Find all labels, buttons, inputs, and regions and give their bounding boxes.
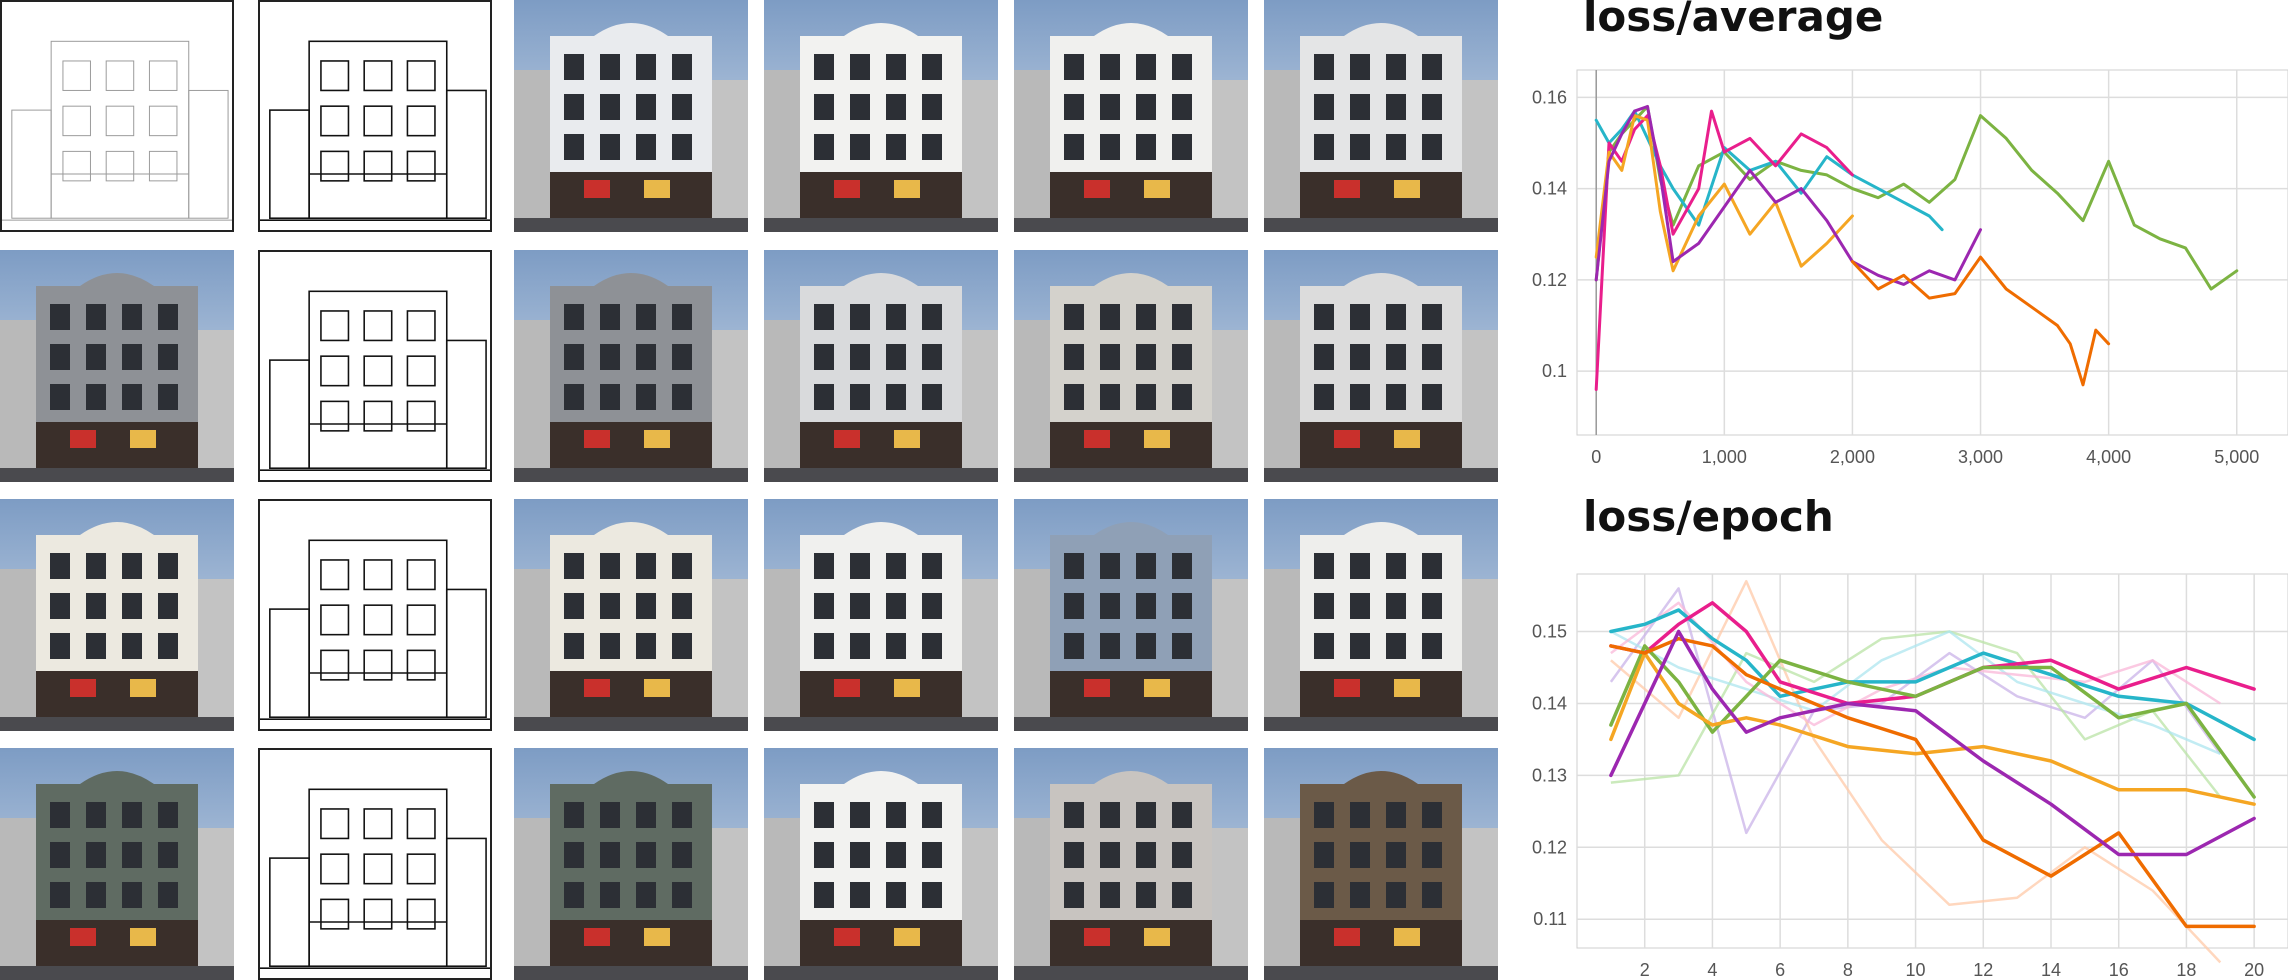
building-photo: [514, 250, 748, 482]
faded-series-line: [1610, 601, 2221, 727]
building-photo: [1264, 250, 1498, 482]
facade-rendering: [0, 250, 234, 482]
faded-series-line: [1610, 630, 2221, 755]
chart-title-epoch: loss/epoch: [1583, 492, 1834, 541]
faded-series-line: [1610, 630, 2222, 798]
building-photo: [0, 499, 234, 731]
building-photo: [1014, 250, 1248, 482]
x-tick-label: 14: [2041, 960, 2061, 980]
building-photo: [1014, 748, 1248, 980]
facade-rendering: [0, 499, 234, 731]
x-tick-label: 1,000: [1702, 447, 1747, 467]
x-tick-label: 12: [1973, 960, 1993, 980]
building-photo: [1264, 0, 1498, 232]
series-line: [1594, 105, 1982, 286]
facade-rendering: [514, 748, 748, 980]
plot-frame: [1576, 69, 2288, 436]
building-photo: [1264, 748, 1498, 980]
y-tick-label: 0.11: [1533, 909, 1567, 929]
building-photo: [1014, 0, 1248, 232]
building-photo: [0, 250, 234, 482]
x-tick-label: 8: [1843, 960, 1853, 980]
line-drawing: [260, 788, 490, 969]
faded-series-line: [1610, 579, 2222, 964]
x-tick-label: 5,000: [2214, 447, 2259, 467]
image-grid: [0, 0, 1498, 980]
sketch-image: [258, 748, 492, 980]
facade-rendering: [1014, 250, 1248, 482]
y-tick-label: 0.12: [1532, 837, 1567, 857]
facade-rendering: [1014, 748, 1248, 980]
x-tick-label: 3,000: [1958, 447, 2003, 467]
building-photo: [764, 748, 998, 980]
x-tick-label: 0: [1591, 447, 1601, 467]
building-photo: [764, 499, 998, 731]
x-tick-label: 4: [1707, 960, 1717, 980]
facade-rendering: [764, 499, 998, 731]
series-line: [1609, 651, 2256, 806]
series-line: [1609, 629, 2256, 857]
y-tick-label: 0.12: [1532, 270, 1567, 290]
plot-frame: [1576, 573, 2288, 949]
facade-rendering: [1264, 499, 1498, 731]
facade-rendering: [1264, 748, 1498, 980]
loss-average-chart: 0 1,000 2,000 3,000 4,000 5,000 0.1 0.12 0.14 0.1…: [1532, 69, 2288, 467]
building-photo: [1014, 499, 1248, 731]
x-tick-label: 20: [2244, 960, 2264, 980]
sketch-image: [0, 0, 234, 232]
building-photo: [514, 499, 748, 731]
building-photo: [1264, 499, 1498, 731]
y-tick-label: 0.14: [1532, 179, 1567, 199]
facade-rendering: [0, 748, 234, 980]
series-line: [1609, 644, 2256, 799]
facade-rendering: [764, 748, 998, 980]
facade-rendering: [764, 0, 998, 232]
facade-rendering: [1014, 0, 1248, 232]
chart-title-average: loss/average: [1583, 0, 1884, 41]
y-tick-label: 0.1: [1542, 361, 1567, 381]
line-drawing: [260, 539, 490, 720]
series-line: [1609, 636, 2256, 929]
facade-rendering: [514, 0, 748, 232]
building-photo: [764, 0, 998, 232]
x-tick-label: 2: [1640, 960, 1650, 980]
building-photo: [514, 748, 748, 980]
x-tick-label: 10: [1906, 960, 1926, 980]
facade-rendering: [514, 250, 748, 482]
sketch-image: [258, 250, 492, 482]
x-tick-label: 16: [2109, 960, 2129, 980]
sketch-image: [258, 0, 492, 232]
y-tick-label: 0.16: [1532, 87, 1567, 107]
facade-rendering: [514, 499, 748, 731]
y-tick-label: 0.15: [1532, 622, 1567, 642]
facade-rendering: [1014, 499, 1248, 731]
loss-epoch-chart: 2 4 6 8 10 12 14 16 18 20 0.11 0.12 0.13 0.14 0.15: [1532, 573, 2288, 980]
x-tick-label: 2,000: [1830, 447, 1875, 467]
facade-rendering: [764, 250, 998, 482]
x-tick-label: 18: [2176, 960, 2196, 980]
building-photo: [0, 748, 234, 980]
building-photo: [514, 0, 748, 232]
x-tick-label: 4,000: [2086, 447, 2131, 467]
y-tick-label: 0.14: [1532, 693, 1567, 713]
line-drawing: [260, 290, 490, 471]
facade-rendering: [1264, 0, 1498, 232]
line-drawing: [2, 40, 232, 221]
sketch-image: [258, 499, 492, 731]
y-tick-label: 0.13: [1532, 765, 1567, 785]
series-line: [1594, 114, 1854, 273]
line-drawing: [260, 40, 490, 221]
series-line: [1850, 255, 2111, 387]
x-tick-label: 6: [1775, 960, 1785, 980]
facade-rendering: [1264, 250, 1498, 482]
building-photo: [764, 250, 998, 482]
